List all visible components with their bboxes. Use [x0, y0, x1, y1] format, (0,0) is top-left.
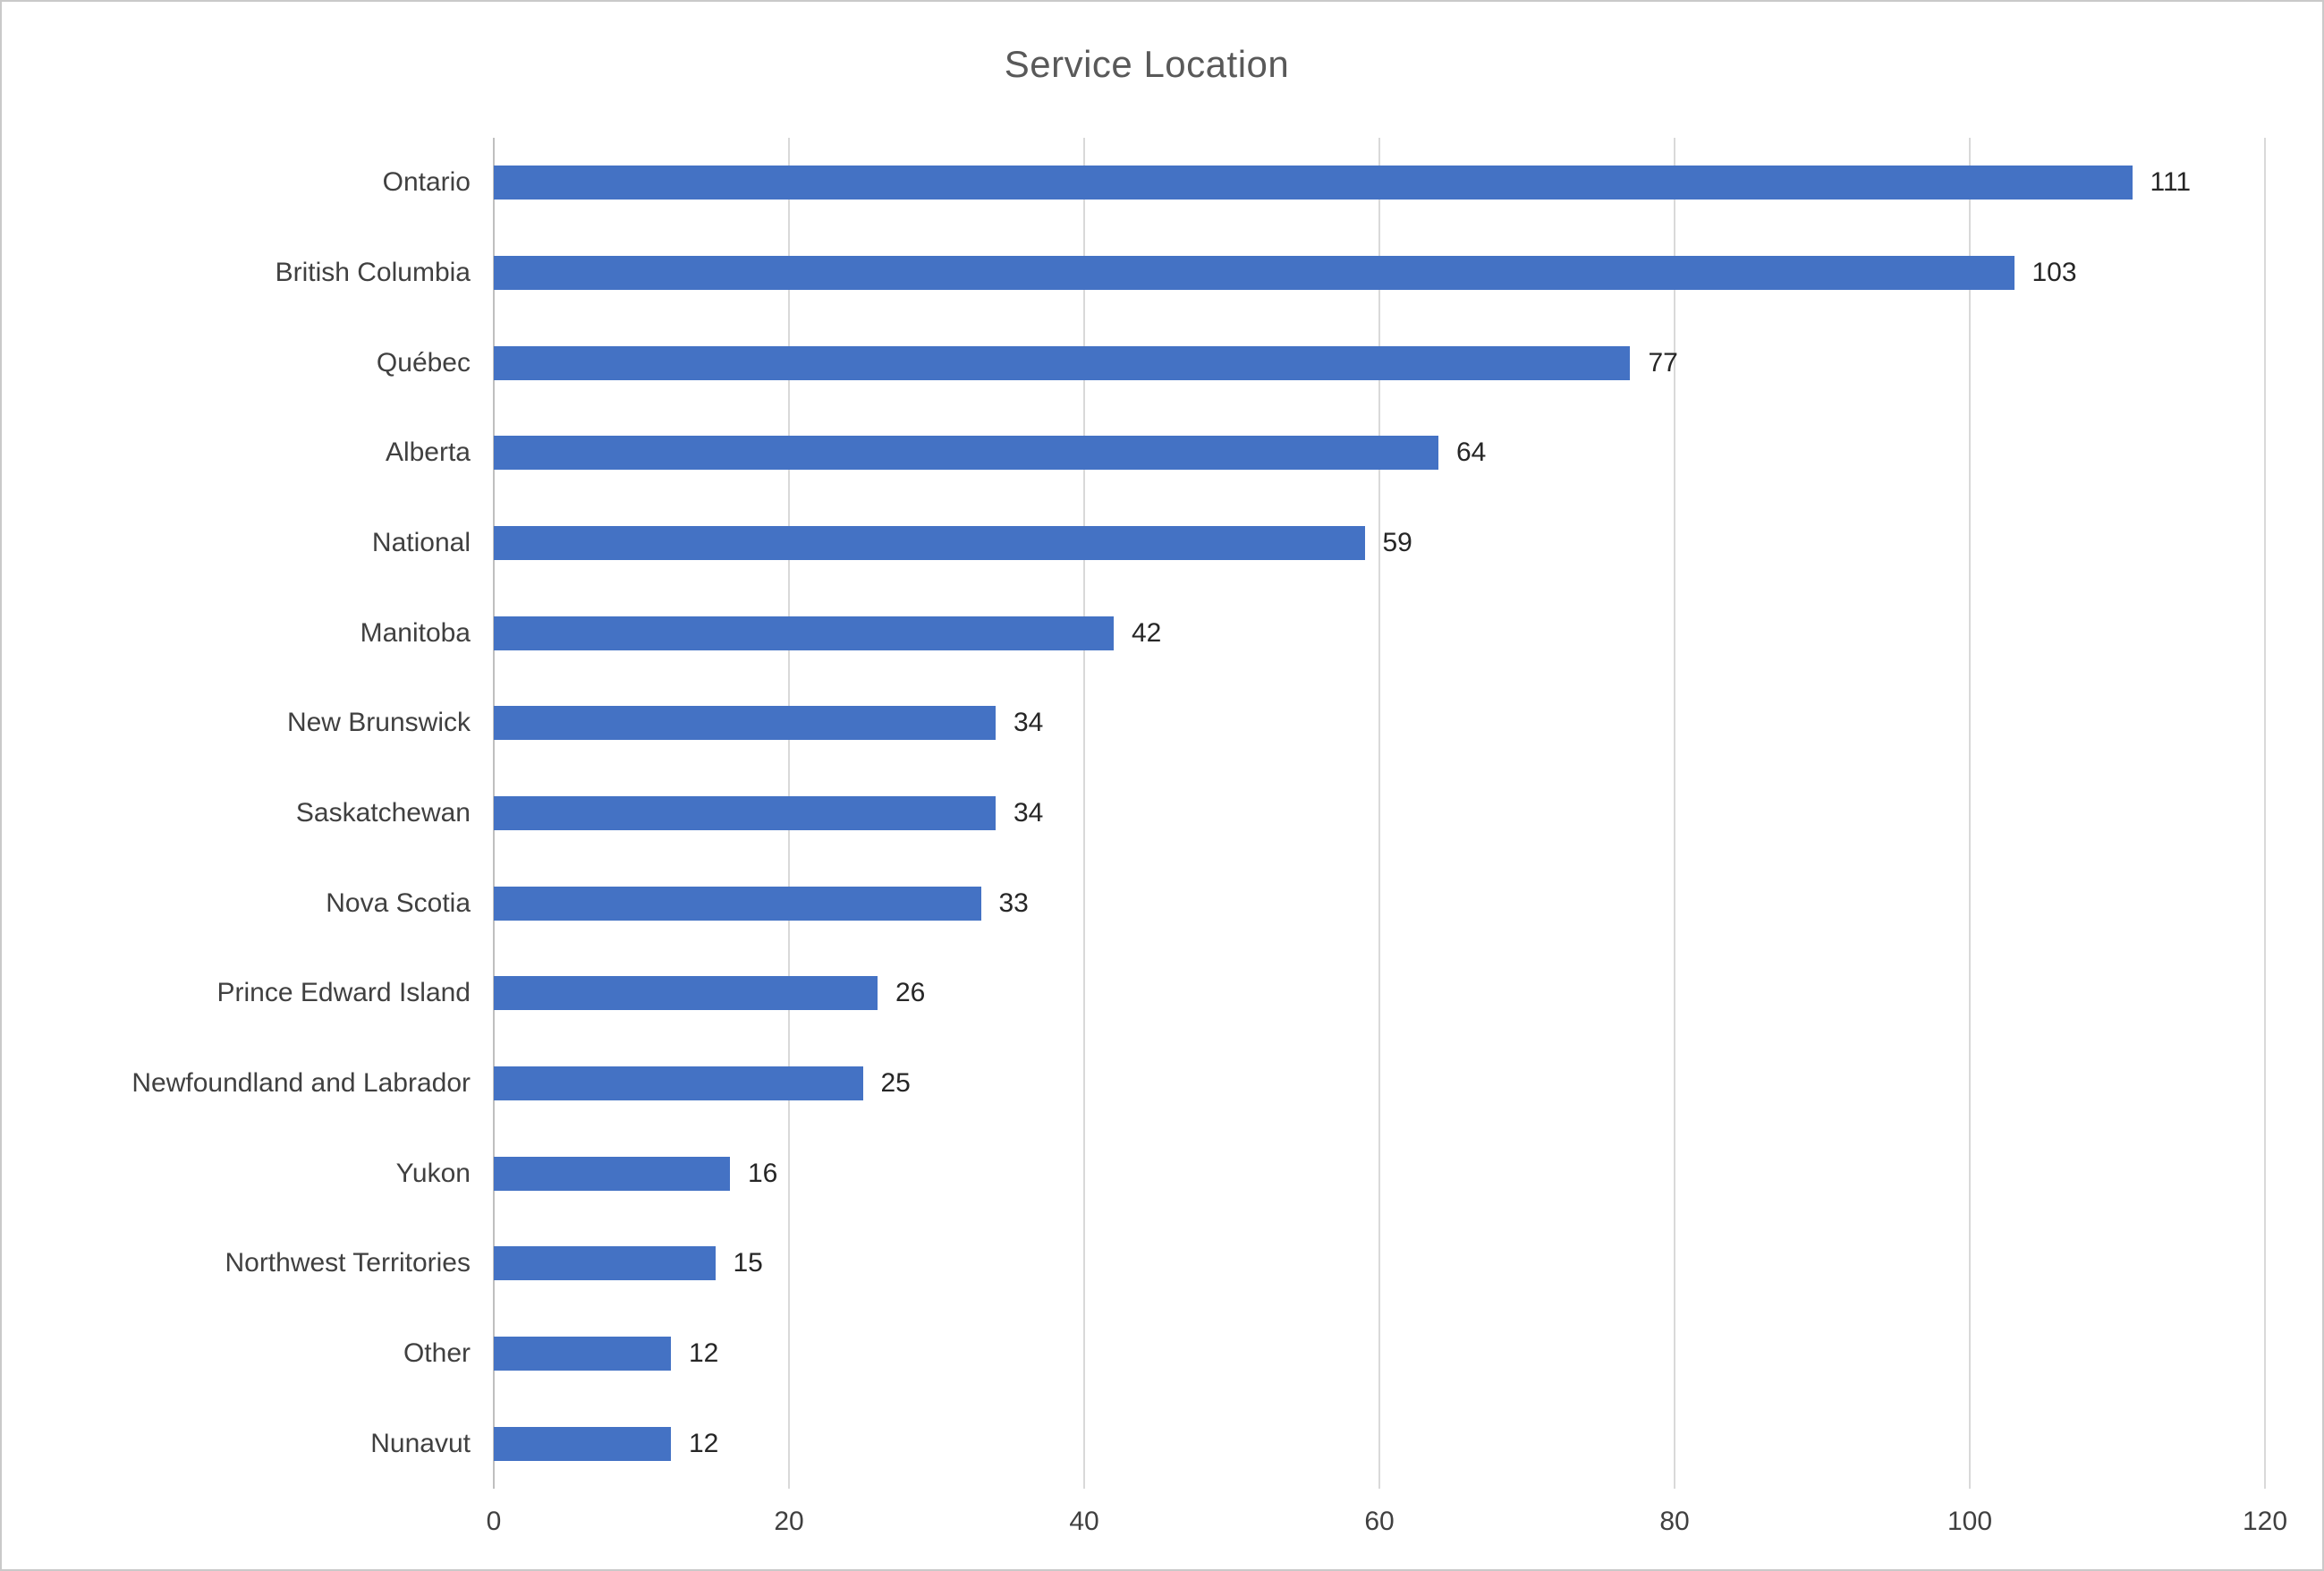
category-label: Alberta	[385, 437, 471, 468]
chart-body: Ontario British Columbia Québec Alberta Nati…	[29, 138, 2266, 1489]
bar-row: 12	[494, 1309, 2265, 1399]
bar-row: 12	[494, 1398, 2265, 1489]
x-tick-label: 20	[774, 1507, 804, 1536]
bar	[494, 1246, 716, 1281]
category-label: Nunavut	[370, 1428, 471, 1458]
bar	[494, 256, 2014, 290]
bar	[494, 616, 1114, 650]
bar-row: 34	[494, 678, 2265, 769]
value-label: 77	[1648, 347, 1678, 378]
bar-row: 25	[494, 1039, 2265, 1129]
bar-row: 16	[494, 1128, 2265, 1219]
category-label: Other	[403, 1338, 471, 1369]
category-label: Prince Edward Island	[216, 978, 471, 1008]
bar	[494, 976, 878, 1011]
value-label: 64	[1456, 437, 1487, 468]
x-axis: 0 20 40 60 80 100 120	[487, 1489, 2287, 1548]
bar	[494, 1066, 863, 1101]
bar-row: 42	[494, 588, 2265, 678]
x-tick-label: 80	[1659, 1507, 1690, 1536]
bar-row: 15	[494, 1219, 2265, 1309]
value-label: 103	[2031, 258, 2077, 287]
bar	[494, 886, 981, 921]
category-label: British Columbia	[275, 258, 471, 287]
value-label: 34	[1014, 708, 1044, 738]
value-label: 16	[748, 1158, 778, 1188]
category-label: Saskatchewan	[295, 798, 471, 828]
x-tick-label: 40	[1069, 1507, 1099, 1536]
category-label: Ontario	[382, 167, 471, 198]
plot-area: 111 103 77 64 59 42 34 34 33 26 25 16 15 12 12	[493, 138, 2266, 1489]
gridline	[1378, 138, 1380, 1489]
value-label: 12	[689, 1338, 719, 1369]
x-tick-label: 100	[1947, 1507, 1993, 1536]
bar-row: 59	[494, 498, 2265, 589]
bar-row: 103	[494, 228, 2265, 318]
gridline	[2264, 138, 2266, 1489]
category-label: Newfoundland and Labrador	[131, 1068, 471, 1099]
bar-row: 77	[494, 318, 2265, 408]
bar-row: 34	[494, 769, 2265, 859]
bar	[494, 166, 2133, 200]
value-label: 25	[880, 1068, 911, 1099]
category-label: National	[371, 528, 471, 558]
x-tick-label: 60	[1364, 1507, 1395, 1536]
bar	[494, 436, 1438, 471]
bar	[494, 1426, 671, 1461]
value-label: 59	[1382, 528, 1412, 558]
bar	[494, 706, 996, 741]
value-label: 33	[998, 887, 1029, 918]
value-label: 111	[2150, 167, 2192, 198]
category-label: Yukon	[395, 1158, 471, 1188]
bar-row: 111	[494, 138, 2265, 228]
bar	[494, 1156, 730, 1191]
value-label: 26	[895, 978, 926, 1008]
category-label: Manitoba	[360, 617, 471, 648]
bar-row: 64	[494, 408, 2265, 498]
category-label: Québec	[376, 347, 471, 378]
value-label: 12	[689, 1428, 719, 1458]
bar-row: 33	[494, 858, 2265, 948]
value-label: 42	[1132, 617, 1162, 648]
category-label: Northwest Territories	[225, 1248, 471, 1278]
x-tick-label: 0	[486, 1507, 502, 1536]
bar	[494, 345, 1631, 380]
bar	[494, 526, 1365, 561]
bar-rows: 111 103 77 64 59 42 34 34 33 26 25 16 15 12 12	[494, 138, 2265, 1489]
gridline	[1083, 138, 1085, 1489]
bar	[494, 1337, 671, 1371]
category-label: Nova Scotia	[326, 887, 471, 918]
category-label: New Brunswick	[286, 708, 471, 738]
value-label: 34	[1014, 798, 1044, 828]
bar-row: 26	[494, 948, 2265, 1039]
category-labels: Ontario British Columbia Québec Alberta Nati…	[29, 138, 494, 1489]
gridline	[1674, 138, 1675, 1489]
value-label: 15	[733, 1248, 763, 1278]
gridline	[1969, 138, 1971, 1489]
chart-title: Service Location	[1004, 43, 1290, 85]
bar	[494, 796, 996, 831]
x-tick-label: 120	[2242, 1507, 2288, 1536]
